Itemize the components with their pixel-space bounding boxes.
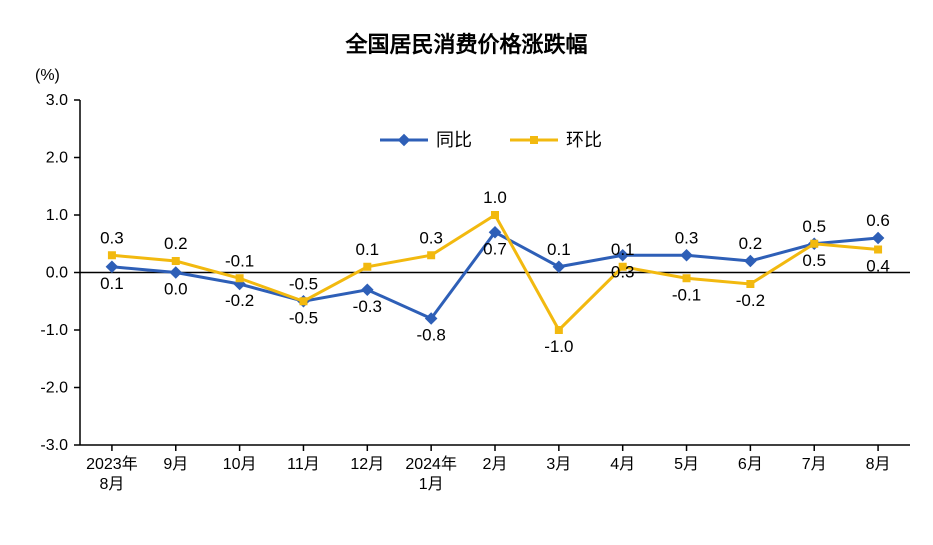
- marker-square: [427, 251, 435, 259]
- x-tick-label: 10月: [223, 456, 257, 473]
- marker-square: [810, 240, 818, 248]
- marker-square: [874, 246, 882, 254]
- x-tick-label: 1月: [419, 476, 444, 493]
- x-tick-label: 7月: [802, 456, 827, 473]
- marker-diamond: [361, 283, 374, 296]
- x-tick-label: 2月: [483, 456, 508, 473]
- data-label: -0.5: [289, 274, 318, 293]
- data-label: -1.0: [544, 337, 573, 356]
- marker-diamond: [169, 266, 182, 279]
- chart-title: 全国居民消费价格涨跌幅: [344, 32, 587, 57]
- data-label: 0.4: [866, 257, 890, 276]
- legend-label: 环比: [566, 130, 602, 150]
- data-label: -0.3: [353, 297, 382, 316]
- y-tick-label: 3.0: [46, 92, 68, 109]
- y-tick-label: 2.0: [46, 150, 68, 167]
- x-tick-label: 12月: [350, 456, 384, 473]
- y-tick-label: 0.0: [46, 265, 68, 282]
- data-label: 0.1: [547, 240, 571, 259]
- marker-diamond: [872, 232, 885, 245]
- y-tick-label: 1.0: [46, 207, 68, 224]
- data-label: 0.1: [100, 274, 124, 293]
- marker-square: [236, 274, 244, 282]
- data-label: 0.5: [802, 217, 826, 236]
- data-label: 1.0: [483, 188, 507, 207]
- marker-diamond: [680, 249, 693, 262]
- marker-square: [363, 263, 371, 271]
- marker-square: [683, 274, 691, 282]
- x-tick-label: 2023年: [86, 455, 138, 473]
- x-tick-label: 2024年: [405, 455, 457, 473]
- data-label: -0.2: [736, 291, 765, 310]
- x-tick-label: 6月: [738, 456, 763, 473]
- x-tick-label: 5月: [674, 456, 699, 473]
- data-label: 0.1: [355, 240, 379, 259]
- x-tick-label: 11月: [287, 456, 320, 473]
- x-tick-label: 8月: [866, 456, 891, 473]
- data-label: 0.2: [164, 234, 188, 253]
- marker-diamond: [744, 255, 757, 268]
- data-label: -0.8: [417, 326, 446, 345]
- data-label: 0.3: [611, 262, 635, 281]
- data-label: -0.2: [225, 291, 254, 310]
- data-label: 0.6: [866, 211, 890, 230]
- y-tick-label: -2.0: [40, 380, 68, 397]
- x-tick-label: 3月: [546, 456, 571, 473]
- marker-diamond: [553, 260, 566, 273]
- legend-label: 同比: [436, 130, 472, 150]
- x-tick-label: 8月: [99, 476, 124, 493]
- marker-square: [108, 251, 116, 259]
- x-tick-label: 4月: [610, 456, 635, 473]
- data-label: -0.5: [289, 308, 318, 327]
- y-axis-unit: (%): [35, 67, 60, 84]
- marker-square: [746, 280, 754, 288]
- marker-square: [491, 211, 499, 219]
- data-label: -0.1: [672, 285, 701, 304]
- x-tick-label: 9月: [163, 456, 188, 473]
- data-label: 0.2: [739, 234, 763, 253]
- marker-square: [172, 257, 180, 265]
- y-tick-label: -1.0: [40, 322, 68, 339]
- y-tick-label: -3.0: [40, 437, 68, 454]
- data-label: 0.5: [802, 251, 826, 270]
- cpi-line-chart: 全国居民消费价格涨跌幅 (%) -3.0 -2.0 -1.0 0.0 1.0 2.0 3.0 20…: [0, 0, 933, 545]
- marker-square: [555, 326, 563, 334]
- data-label: 0.7: [483, 239, 507, 258]
- data-label: 0.3: [419, 228, 443, 247]
- legend-marker: [530, 136, 538, 144]
- marker-square: [299, 297, 307, 305]
- data-label: 0.0: [164, 280, 188, 299]
- chart-container: 全国居民消费价格涨跌幅 (%) -3.0 -2.0 -1.0 0.0 1.0 2.0 3.0 20…: [0, 0, 933, 545]
- data-label: 0.1: [611, 240, 635, 259]
- data-label: 0.3: [675, 228, 699, 247]
- data-label: 0.3: [100, 228, 124, 247]
- data-label: -0.1: [225, 251, 254, 270]
- marker-diamond: [106, 260, 119, 273]
- legend-marker: [398, 134, 411, 147]
